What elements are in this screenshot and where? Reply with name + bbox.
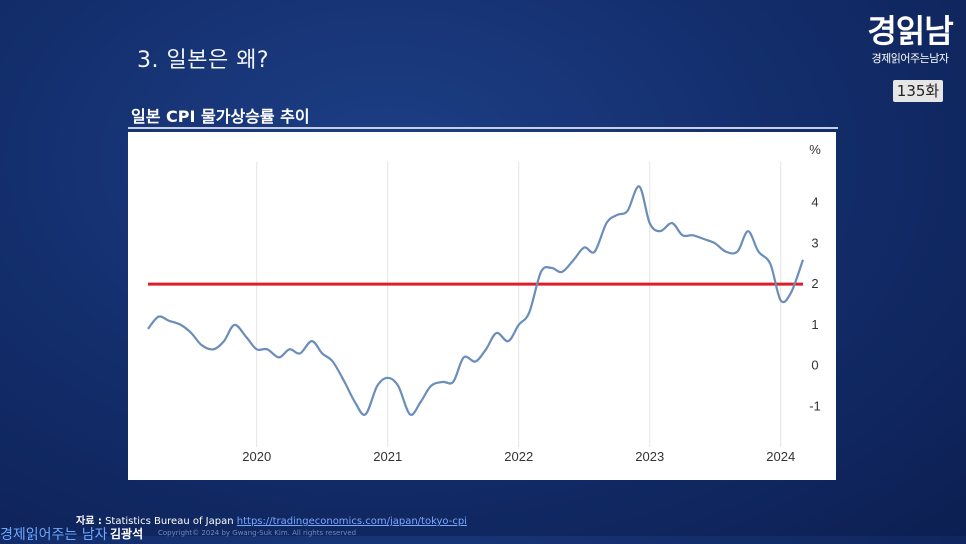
y-tick-label--1: -1 (809, 398, 821, 413)
logo-sub-text: 경제읽어주는남자 (871, 52, 949, 65)
source-text: Statistics Bureau of Japan (105, 516, 234, 527)
logo-main-text: 경읽남 (867, 12, 953, 50)
episode-badge: 135화 (893, 80, 943, 102)
x-tick-label-2023: 2023 (635, 449, 664, 464)
x-tick-label-2022: 2022 (504, 449, 533, 464)
cpi-line-chart: 4 3 2 1 0 -1 2020 2021 2022 2023 2024 % (147, 142, 821, 464)
footer-name: 김광석 (110, 527, 144, 541)
footer-copyright: Copyright© 2024 by Gwang-Suk Kim. All ri… (158, 529, 357, 537)
title-divider (128, 127, 838, 129)
y-tick-label-3: 3 (811, 235, 818, 250)
y-tick-label-4: 4 (811, 195, 818, 210)
source-label: 자료 : (76, 516, 102, 527)
source-link[interactable]: https://tradingeconomics.com/japan/tokyo… (236, 516, 467, 527)
y-axis-ticks: 4 3 2 1 0 -1 (809, 195, 821, 414)
x-tick-label-2021: 2021 (373, 449, 402, 464)
y-axis-unit-label: % (809, 142, 821, 157)
channel-logo: 경읽남 경제읽어주는남자 (860, 14, 960, 66)
y-tick-label-2: 2 (811, 276, 818, 291)
grid-lines (256, 162, 782, 447)
chart-title: 일본 CPI 물가상승률 추이 (131, 107, 310, 126)
y-tick-label-0: 0 (811, 358, 818, 373)
y-tick-label-1: 1 (811, 317, 818, 332)
x-tick-label-2020: 2020 (242, 449, 271, 464)
chart-panel: 4 3 2 1 0 -1 2020 2021 2022 2023 2024 % (128, 132, 836, 480)
x-axis-ticks: 2020 2021 2022 2023 2024 (242, 449, 795, 464)
section-title: 3. 일본은 왜? (137, 48, 270, 73)
footer-brand: 경제읽어주는 남자 (0, 527, 108, 543)
source-note: 자료 : Statistics Bureau of Japan https://… (76, 512, 467, 527)
x-tick-label-2024: 2024 (766, 449, 795, 464)
cpi-series-line (147, 185, 805, 416)
